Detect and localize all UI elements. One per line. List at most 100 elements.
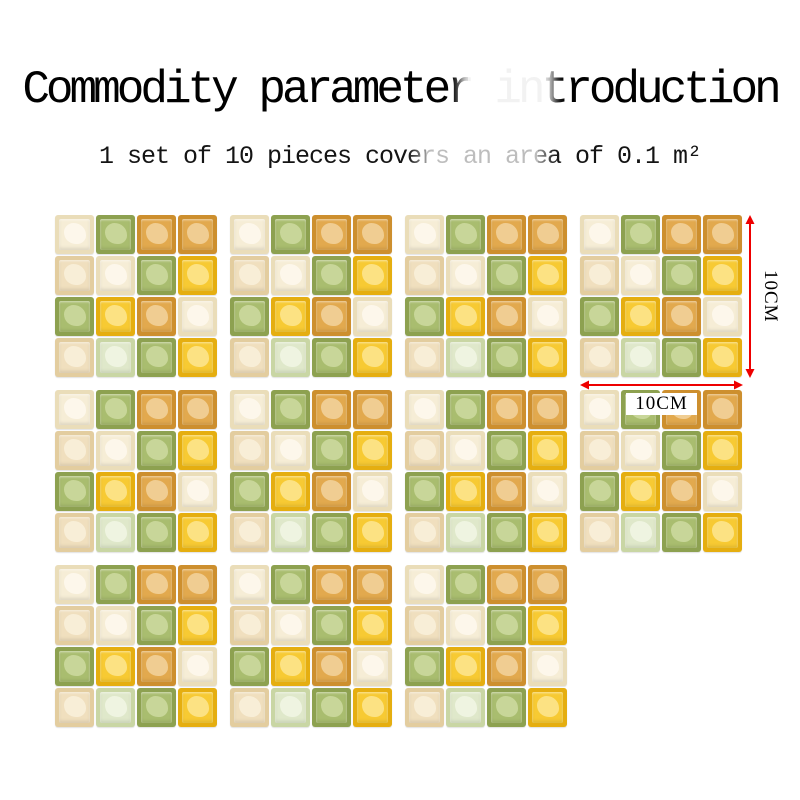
mosaic-tile-beige	[580, 338, 619, 377]
mosaic-tile-caramel	[662, 297, 701, 336]
mosaic-tile-green	[487, 688, 526, 727]
mosaic-tile-yellow	[528, 606, 567, 645]
mosaic-tile-caramel	[353, 565, 392, 604]
mosaic-tile-beige	[230, 513, 269, 552]
mosaic-tile-yellow	[528, 338, 567, 377]
mosaic-tile-green	[230, 472, 269, 511]
mosaic-sheet	[55, 565, 217, 727]
mosaic-tile-green	[446, 390, 485, 429]
mosaic-tile-beige	[55, 688, 94, 727]
mosaic-tile-beige	[405, 688, 444, 727]
mosaic-tile-ivory	[405, 215, 444, 254]
mosaic-tile-ivory	[446, 431, 485, 470]
mosaic-tile-green	[312, 431, 351, 470]
mosaic-sheet	[405, 565, 567, 727]
mosaic-tile-green	[446, 565, 485, 604]
mosaic-tile-beige	[230, 338, 269, 377]
mosaic-tile-green	[96, 215, 135, 254]
mosaic-tile-caramel	[487, 390, 526, 429]
mosaic-tile-caramel	[487, 472, 526, 511]
mosaic-tile-ivory	[353, 297, 392, 336]
mosaic-tile-green	[55, 647, 94, 686]
mosaic-tile-yellow	[353, 688, 392, 727]
mosaic-tile-yellow	[621, 297, 660, 336]
mosaic-tile-green	[405, 297, 444, 336]
mosaic-tile-caramel	[178, 215, 217, 254]
mosaic-tile-yellow	[353, 606, 392, 645]
mosaic-tile-yellow	[703, 256, 742, 295]
mosaic-tile-caramel	[528, 215, 567, 254]
height-dimension: 10CM	[744, 215, 781, 378]
mosaic-tile-caramel	[528, 565, 567, 604]
mosaic-tile-beige	[230, 688, 269, 727]
mosaic-tile-ivory	[55, 390, 94, 429]
mosaic-tile-green	[487, 256, 526, 295]
mosaic-tile-green	[487, 338, 526, 377]
mosaic-tile-yellow	[703, 513, 742, 552]
mosaic-tile-caramel	[353, 215, 392, 254]
mosaic-tile-ivory	[528, 472, 567, 511]
mosaic-tile-beige	[405, 338, 444, 377]
mosaic-tile-ivory	[446, 606, 485, 645]
mosaic-tile-mint	[96, 688, 135, 727]
mosaic-tile-ivory	[621, 431, 660, 470]
mosaic-tile-ivory	[230, 565, 269, 604]
mosaic-sheet	[55, 215, 217, 377]
mosaic-sheet	[405, 215, 567, 377]
page-title: Commodity parameter introduction	[22, 64, 781, 116]
mosaic-tile-caramel	[312, 215, 351, 254]
mosaic-tile-green	[230, 647, 269, 686]
mosaic-tile-caramel	[312, 390, 351, 429]
mosaic-tile-yellow	[178, 606, 217, 645]
mosaic-tile-caramel	[312, 297, 351, 336]
mosaic-tile-beige	[55, 431, 94, 470]
mosaic-tile-caramel	[312, 565, 351, 604]
mosaic-tile-green	[405, 647, 444, 686]
mosaic-tile-caramel	[703, 390, 742, 429]
mosaic-tile-green	[55, 472, 94, 511]
mosaic-tile-green	[137, 606, 176, 645]
mosaic-tile-caramel	[178, 390, 217, 429]
mosaic-tile-ivory	[96, 606, 135, 645]
mosaic-tile-caramel	[137, 215, 176, 254]
mosaic-tile-caramel	[312, 647, 351, 686]
mosaic-sheet	[55, 390, 217, 552]
mosaic-tile-green	[446, 215, 485, 254]
mosaic-sheet	[230, 215, 392, 377]
mosaic-tile-ivory	[580, 215, 619, 254]
mosaic-tile-beige	[405, 606, 444, 645]
mosaic-tile-green	[312, 256, 351, 295]
mosaic-tile-green	[137, 256, 176, 295]
mosaic-tile-mint	[271, 688, 310, 727]
mosaic-tile-green	[312, 606, 351, 645]
mosaic-tile-yellow	[528, 256, 567, 295]
mosaic-sheet	[230, 390, 392, 552]
mosaic-tile-yellow	[446, 647, 485, 686]
mosaic-tile-ivory	[528, 647, 567, 686]
mosaic-tile-ivory	[55, 215, 94, 254]
mosaic-tile-yellow	[446, 472, 485, 511]
mosaic-tile-beige	[580, 256, 619, 295]
mosaic-tile-green	[405, 472, 444, 511]
mosaic-tile-yellow	[271, 297, 310, 336]
mosaic-tile-yellow	[353, 431, 392, 470]
mosaic-tile-yellow	[703, 338, 742, 377]
mosaic-tile-green	[137, 688, 176, 727]
mosaic-tile-mint	[621, 338, 660, 377]
mosaic-tile-caramel	[662, 472, 701, 511]
mosaic-tile-caramel	[312, 472, 351, 511]
mosaic-tile-caramel	[703, 215, 742, 254]
mosaic-tile-ivory	[405, 565, 444, 604]
mosaic-tile-beige	[580, 513, 619, 552]
mosaic-tile-yellow	[621, 472, 660, 511]
mosaic-tile-ivory	[178, 297, 217, 336]
mosaic-tile-beige	[580, 431, 619, 470]
mosaic-tile-mint	[271, 513, 310, 552]
mosaic-tile-yellow	[96, 472, 135, 511]
mosaic-tile-ivory	[230, 390, 269, 429]
mosaic-tile-mint	[446, 513, 485, 552]
mosaic-tile-beige	[405, 513, 444, 552]
height-dimension-label: 10CM	[760, 270, 781, 323]
mosaic-tile-caramel	[487, 297, 526, 336]
mosaic-tile-ivory	[178, 647, 217, 686]
